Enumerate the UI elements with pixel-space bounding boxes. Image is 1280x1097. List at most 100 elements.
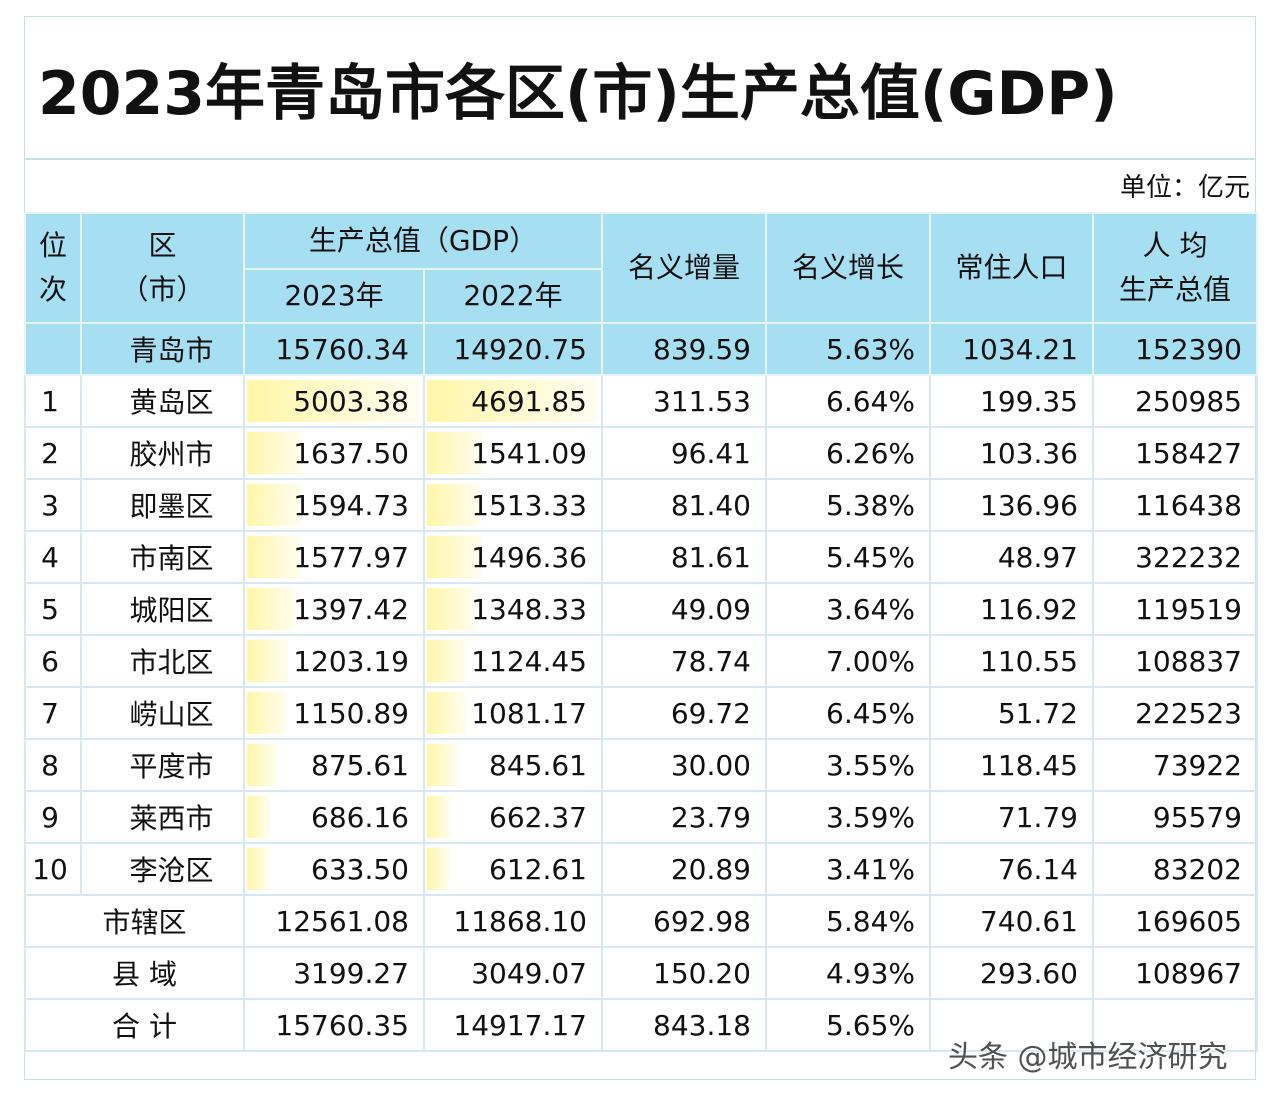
- gdp2022-cell-bar: [427, 796, 451, 838]
- population-cell: 71.79: [929, 790, 1094, 844]
- gdp2023-cell-value: 875.61: [311, 748, 409, 782]
- district-name: 城阳区: [80, 582, 245, 636]
- rank-cell: 2: [24, 426, 82, 480]
- gdp2023-cell-bar: [247, 588, 295, 630]
- city-gdp2023: 15760.34: [243, 322, 425, 376]
- summary-increase: 692.98: [601, 894, 767, 948]
- gdp-table: 位次 区 （市） 生产总值（GDP） 名义增量 名义增长 常住人口 人 均 生产…: [24, 212, 1258, 1052]
- gdp2022-cell-bar: [427, 380, 596, 422]
- summary-per-capita: 108967: [1092, 946, 1258, 1000]
- table-row: 10 李沧区 633.50 612.61 20.89 3.41% 76.14 83202: [24, 842, 1258, 896]
- gdp2022-cell-bar: [427, 588, 476, 630]
- header-per-capita-label: 人 均 生产总值: [1118, 229, 1231, 306]
- per-capita-cell: 95579: [1092, 790, 1258, 844]
- gdp2022-cell: 845.61: [423, 738, 603, 792]
- gdp2022-cell-bar: [427, 484, 482, 526]
- gdp2022-cell-bar: [427, 432, 483, 474]
- gdp2022-cell: 1541.09: [423, 426, 603, 480]
- per-capita-cell: 158427: [1092, 426, 1258, 480]
- growth-cell: 7.00%: [765, 634, 931, 688]
- city-per-capita: 152390: [1092, 322, 1258, 376]
- growth-cell: 5.45%: [765, 530, 931, 584]
- gdp2023-cell-bar: [247, 796, 271, 838]
- gdp2023-cell-value: 1637.50: [293, 436, 409, 470]
- population-cell: 118.45: [929, 738, 1094, 792]
- header-district: 区 （市）: [80, 212, 245, 324]
- increase-cell: 69.72: [601, 686, 767, 740]
- table-row: 5 城阳区 1397.42 1348.33 49.09 3.64% 116.92 119519: [24, 582, 1258, 636]
- gdp2023-cell-bar: [247, 484, 302, 526]
- per-capita-cell: 108837: [1092, 634, 1258, 688]
- city-growth: 5.63%: [765, 322, 931, 376]
- gdp2022-cell-bar: [427, 692, 466, 734]
- gdp2022-cell: 4691.85: [423, 374, 603, 428]
- gdp2023-cell: 5003.38: [243, 374, 425, 428]
- header-rank: 位次: [24, 212, 82, 324]
- rank-cell: 1: [24, 374, 82, 428]
- summary-row: 市辖区 12561.08 11868.10 692.98 5.84% 740.61 1696…: [24, 894, 1258, 948]
- gdp2022-cell-value: 845.61: [489, 748, 587, 782]
- gdp2022-cell-value: 1348.33: [471, 592, 587, 626]
- summary-gdp2023: 15760.35: [243, 998, 425, 1052]
- rank-cell: 8: [24, 738, 82, 792]
- gdp2022-cell: 612.61: [423, 842, 603, 896]
- gdp2022-cell: 1513.33: [423, 478, 603, 532]
- gdp2023-cell-bar: [247, 640, 289, 682]
- rank-cell: 6: [24, 634, 82, 688]
- summary-gdp2022: 3049.07: [423, 946, 603, 1000]
- gdp2023-cell-value: 686.16: [311, 800, 409, 834]
- table-row: 6 市北区 1203.19 1124.45 78.74 7.00% 110.55 108837: [24, 634, 1258, 688]
- gdp2023-cell-bar: [247, 848, 269, 890]
- summary-gdp2023: 12561.08: [243, 894, 425, 948]
- city-gdp2022: 14920.75: [423, 322, 603, 376]
- district-name: 李沧区: [80, 842, 245, 896]
- rank-cell: 5: [24, 582, 82, 636]
- district-name: 市南区: [80, 530, 245, 584]
- gdp2023-cell: 686.16: [243, 790, 425, 844]
- per-capita-cell: 83202: [1092, 842, 1258, 896]
- population-cell: 116.92: [929, 582, 1094, 636]
- gdp2022-cell-value: 4691.85: [471, 384, 587, 418]
- per-capita-cell: 322232: [1092, 530, 1258, 584]
- summary-increase: 150.20: [601, 946, 767, 1000]
- header-population: 常住人口: [929, 212, 1094, 324]
- gdp2022-cell: 1124.45: [423, 634, 603, 688]
- gdp2023-cell-value: 1577.97: [293, 540, 409, 574]
- population-cell: 103.36: [929, 426, 1094, 480]
- growth-cell: 3.59%: [765, 790, 931, 844]
- table-row: 1 黄岛区 5003.38 4691.85 311.53 6.64% 199.35 25098…: [24, 374, 1258, 428]
- table-row: 4 市南区 1577.97 1496.36 81.61 5.45% 48.97 322232: [24, 530, 1258, 584]
- rank-cell: 3: [24, 478, 82, 532]
- rank-cell: 7: [24, 686, 82, 740]
- watermark: 头条 @城市经济研究: [948, 1040, 1228, 1075]
- growth-cell: 3.64%: [765, 582, 931, 636]
- district-name: 黄岛区: [80, 374, 245, 428]
- header-gdp-group: 生产总值（GDP）: [243, 212, 603, 270]
- city-population: 1034.21: [929, 322, 1094, 376]
- gdp2022-cell-bar: [427, 848, 450, 890]
- summary-gdp2022: 11868.10: [423, 894, 603, 948]
- summary-name: 合 计: [24, 998, 245, 1052]
- per-capita-cell: 73922: [1092, 738, 1258, 792]
- header-2022: 2022年: [423, 268, 603, 324]
- gdp2022-cell-value: 612.61: [489, 852, 587, 886]
- gdp2022-cell-value: 1081.17: [471, 696, 587, 730]
- unit-label: 单位：亿元: [1119, 173, 1250, 203]
- population-cell: 110.55: [929, 634, 1094, 688]
- gdp2023-cell-value: 1594.73: [293, 488, 409, 522]
- summary-population: 293.60: [929, 946, 1094, 1000]
- growth-cell: 3.55%: [765, 738, 931, 792]
- gdp2022-cell-value: 662.37: [489, 800, 587, 834]
- district-name: 崂山区: [80, 686, 245, 740]
- growth-cell: 5.38%: [765, 478, 931, 532]
- header-district-label: 区 （市）: [120, 229, 205, 306]
- summary-name: 县 域: [24, 946, 245, 1000]
- header-rank-label: 位次: [39, 229, 68, 306]
- gdp2023-cell: 1577.97: [243, 530, 425, 584]
- gdp2023-cell-bar: [247, 536, 301, 578]
- table-body: 青岛市 15760.34 14920.75 839.59 5.63% 1034.…: [24, 322, 1258, 1052]
- title-divider: [24, 158, 1256, 160]
- population-cell: 76.14: [929, 842, 1094, 896]
- city-name: 青岛市: [80, 322, 245, 376]
- population-cell: 199.35: [929, 374, 1094, 428]
